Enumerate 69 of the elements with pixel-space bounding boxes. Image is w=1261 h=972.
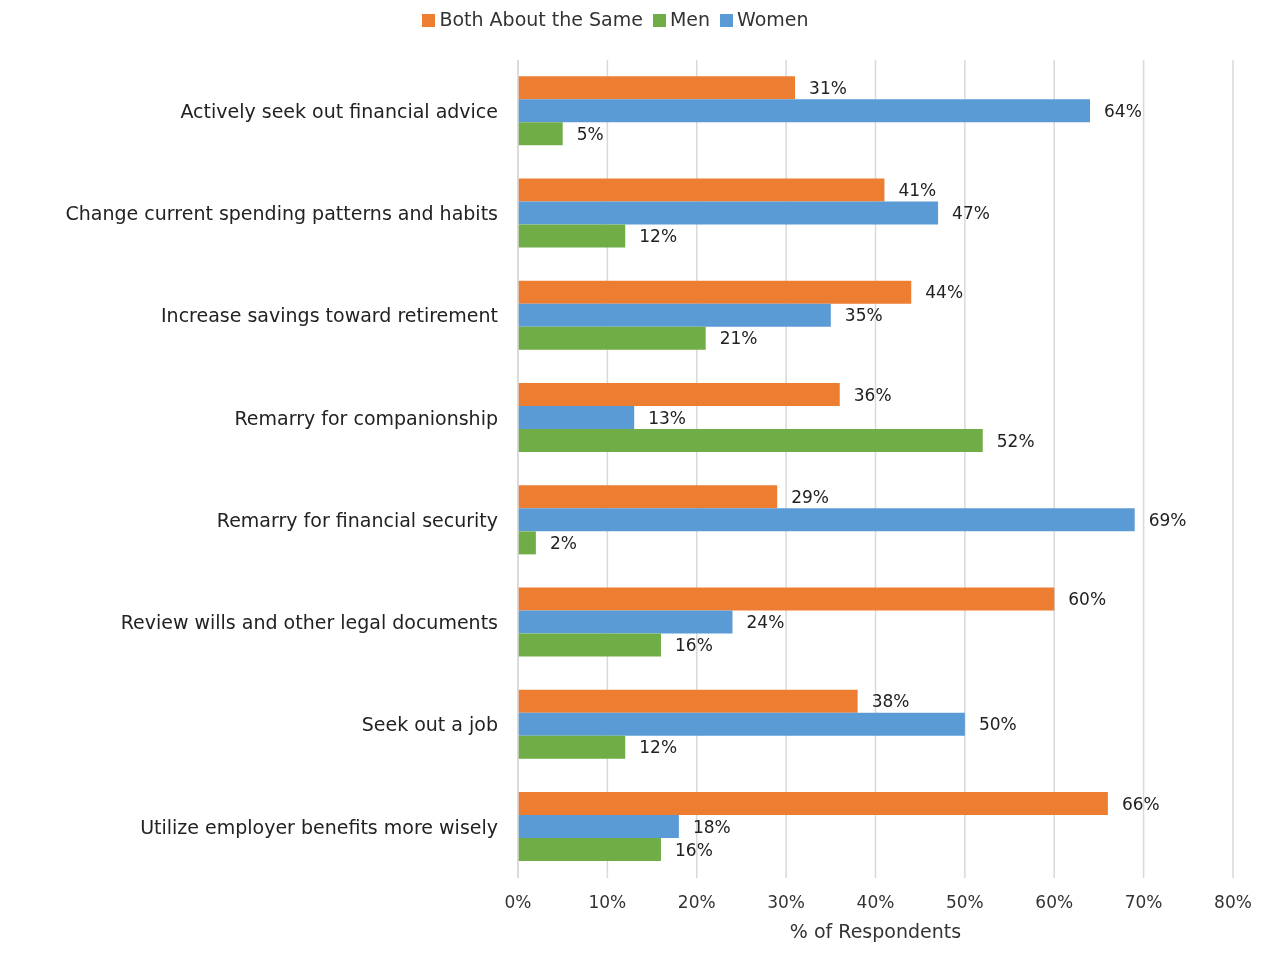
x-tick-label: 60%	[1035, 892, 1074, 913]
bar	[518, 838, 661, 862]
x-tick-label: 30%	[767, 892, 806, 913]
bar	[518, 326, 706, 350]
y-tick-label: Change current spending patterns and habits	[65, 202, 498, 225]
data-label: 29%	[791, 486, 829, 507]
y-tick-label: Seek out a job	[361, 713, 498, 736]
x-tick-label: 50%	[945, 892, 984, 913]
x-tick-label: 20%	[677, 892, 716, 913]
data-label: 60%	[1068, 589, 1107, 610]
y-tick-label: Utilize employer benefits more wisely	[140, 815, 498, 838]
bar	[518, 122, 563, 146]
bar	[518, 303, 831, 327]
x-tick-label: 70%	[1124, 892, 1163, 913]
data-label: 64%	[1104, 100, 1142, 121]
x-axis-title: % of Respondents	[789, 920, 962, 942]
bar	[518, 406, 635, 430]
legend-label: Both About the Same	[439, 8, 643, 30]
bar	[518, 587, 1055, 611]
bar	[518, 383, 840, 407]
data-label: 12%	[639, 226, 678, 247]
x-tick-label: 0%	[504, 892, 532, 913]
data-label: 36%	[853, 384, 892, 405]
data-label: 41%	[898, 180, 937, 201]
data-label: 24%	[746, 612, 785, 633]
data-label: 21%	[719, 328, 758, 349]
data-label: 47%	[952, 203, 990, 224]
data-label: 12%	[639, 737, 678, 758]
x-tick-label: 80%	[1214, 892, 1252, 913]
data-label: 50%	[978, 714, 1017, 735]
bar	[518, 689, 858, 713]
bar	[518, 712, 965, 736]
legend-label: Men	[669, 8, 711, 30]
data-label: 16%	[675, 635, 713, 656]
bar	[518, 99, 1090, 123]
data-label: 13%	[648, 407, 686, 428]
bar	[518, 735, 626, 759]
bar	[518, 815, 679, 839]
bar	[518, 485, 778, 509]
bar	[518, 178, 885, 202]
y-tick-label: Review wills and other legal documents	[120, 611, 498, 634]
bar	[518, 610, 733, 634]
bar	[518, 792, 1108, 816]
data-label: 18%	[692, 816, 731, 837]
y-tick-label: Increase savings toward retirement	[161, 304, 498, 327]
y-tick-label: Actively seek out financial advice	[180, 99, 498, 122]
bar	[518, 201, 939, 225]
data-label: 31%	[809, 77, 847, 98]
y-tick-label: Remarry for companionship	[234, 406, 498, 429]
bar	[518, 429, 983, 453]
bar	[518, 280, 912, 304]
data-label: 35%	[844, 305, 883, 326]
bar	[518, 76, 796, 100]
data-label: 52%	[996, 430, 1035, 451]
bar	[518, 531, 536, 555]
y-tick-label: Remarry for financial security	[216, 508, 498, 531]
bar	[518, 224, 626, 248]
x-tick-label: 40%	[856, 892, 895, 913]
legend-label: Women	[737, 8, 809, 30]
bar	[518, 508, 1135, 532]
data-label: 16%	[675, 839, 713, 860]
data-label: 66%	[1121, 793, 1160, 814]
data-label: 5%	[576, 123, 604, 144]
data-label: 2%	[549, 532, 577, 553]
bar	[518, 633, 661, 657]
data-label: 38%	[871, 691, 910, 712]
data-label: 44%	[925, 282, 964, 303]
x-tick-label: 10%	[588, 892, 627, 913]
data-label: 69%	[1148, 509, 1187, 530]
